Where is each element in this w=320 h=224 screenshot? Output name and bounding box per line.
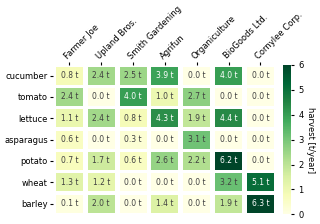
Text: 0.0 t: 0.0 t [156, 135, 174, 144]
Bar [183, 67, 210, 85]
Bar [88, 195, 115, 213]
Bar [183, 88, 210, 106]
Bar [56, 67, 83, 85]
Text: 3.1 t: 3.1 t [188, 135, 205, 144]
Text: 1.2 t: 1.2 t [92, 178, 110, 187]
Text: 0.0 t: 0.0 t [188, 199, 205, 208]
Text: 1.7 t: 1.7 t [92, 157, 110, 166]
Bar [88, 173, 115, 191]
Text: 2.4 t: 2.4 t [60, 93, 78, 101]
Text: 0.0 t: 0.0 t [92, 135, 110, 144]
Text: 1.0 t: 1.0 t [156, 93, 174, 101]
Text: 0.6 t: 0.6 t [124, 157, 142, 166]
Bar [247, 88, 274, 106]
Text: 3.9 t: 3.9 t [156, 71, 174, 80]
Text: 0.0 t: 0.0 t [124, 199, 142, 208]
Text: 4.0 t: 4.0 t [220, 71, 237, 80]
Bar [247, 195, 274, 213]
Bar [119, 88, 147, 106]
Bar [247, 67, 274, 85]
Bar [215, 88, 242, 106]
Text: 0.8 t: 0.8 t [124, 114, 142, 123]
Bar [151, 67, 178, 85]
Text: 0.0 t: 0.0 t [92, 93, 110, 101]
Bar [151, 109, 178, 127]
Text: 0.0 t: 0.0 t [252, 71, 269, 80]
Text: 0.0 t: 0.0 t [188, 178, 205, 187]
Text: 1.9 t: 1.9 t [188, 114, 205, 123]
Text: 2.7 t: 2.7 t [188, 93, 205, 101]
Bar [119, 152, 147, 170]
Bar [88, 67, 115, 85]
Text: 2.5 t: 2.5 t [124, 71, 142, 80]
Bar [215, 67, 242, 85]
Text: 3.2 t: 3.2 t [220, 178, 237, 187]
Bar [215, 152, 242, 170]
Bar [151, 131, 178, 149]
Bar [56, 152, 83, 170]
Bar [215, 173, 242, 191]
Text: 6.2 t: 6.2 t [220, 157, 237, 166]
Bar [215, 109, 242, 127]
Bar [151, 152, 178, 170]
Bar [56, 195, 83, 213]
Text: 0.0 t: 0.0 t [220, 93, 237, 101]
Bar [183, 173, 210, 191]
Text: 2.0 t: 2.0 t [92, 199, 110, 208]
Text: 0.0 t: 0.0 t [252, 114, 269, 123]
Bar [119, 67, 147, 85]
Text: 4.4 t: 4.4 t [220, 114, 237, 123]
Bar [151, 88, 178, 106]
Text: 4.0 t: 4.0 t [124, 93, 142, 101]
Bar [88, 88, 115, 106]
Text: 2.4 t: 2.4 t [92, 114, 110, 123]
Bar [56, 88, 83, 106]
Text: 1.3 t: 1.3 t [60, 178, 78, 187]
Text: 0.8 t: 0.8 t [60, 71, 78, 80]
Text: 6.3 t: 6.3 t [252, 199, 269, 208]
Text: 5.1 t: 5.1 t [252, 178, 269, 187]
Text: 0.0 t: 0.0 t [252, 157, 269, 166]
Bar [215, 131, 242, 149]
Bar [119, 173, 147, 191]
Text: 0.0 t: 0.0 t [156, 178, 174, 187]
Bar [119, 195, 147, 213]
Text: 2.4 t: 2.4 t [92, 71, 110, 80]
Bar [88, 152, 115, 170]
Text: 4.3 t: 4.3 t [156, 114, 174, 123]
Text: 1.9 t: 1.9 t [220, 199, 237, 208]
Bar [119, 109, 147, 127]
Text: 0.0 t: 0.0 t [220, 135, 237, 144]
Bar [119, 131, 147, 149]
Text: 0.6 t: 0.6 t [60, 135, 78, 144]
Text: 2.2 t: 2.2 t [188, 157, 205, 166]
Bar [183, 195, 210, 213]
Text: 0.0 t: 0.0 t [124, 178, 142, 187]
Text: 1.1 t: 1.1 t [61, 114, 78, 123]
Bar [215, 195, 242, 213]
Text: 1.4 t: 1.4 t [156, 199, 174, 208]
Text: 0.1 t: 0.1 t [60, 199, 78, 208]
Text: 0.0 t: 0.0 t [252, 93, 269, 101]
Text: 2.6 t: 2.6 t [156, 157, 174, 166]
Text: 0.7 t: 0.7 t [60, 157, 78, 166]
Bar [183, 109, 210, 127]
Text: 0.0 t: 0.0 t [188, 71, 205, 80]
Bar [151, 195, 178, 213]
Bar [183, 152, 210, 170]
Bar [247, 131, 274, 149]
Bar [88, 109, 115, 127]
Bar [88, 131, 115, 149]
Text: 0.3 t: 0.3 t [124, 135, 142, 144]
Y-axis label: harvest [t/year]: harvest [t/year] [306, 107, 315, 173]
Bar [56, 109, 83, 127]
Bar [56, 131, 83, 149]
Bar [151, 173, 178, 191]
Bar [56, 173, 83, 191]
Bar [183, 131, 210, 149]
Bar [247, 109, 274, 127]
Bar [247, 152, 274, 170]
Text: 0.0 t: 0.0 t [252, 135, 269, 144]
Bar [247, 173, 274, 191]
